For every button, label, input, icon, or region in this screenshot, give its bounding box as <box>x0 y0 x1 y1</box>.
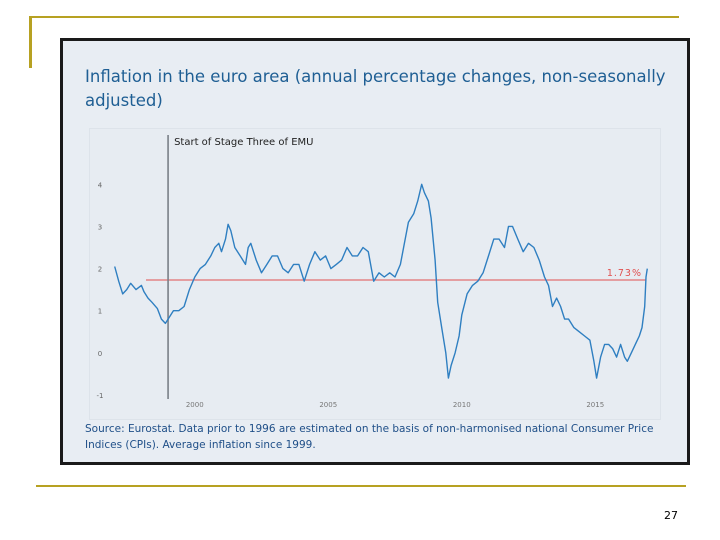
y-tick-label-3: 3 <box>98 223 102 231</box>
y-tick-label-1: 1 <box>98 308 102 316</box>
x-tick-label-2010: 2010 <box>453 401 471 409</box>
x-tick-label-2015: 2015 <box>586 401 604 409</box>
label-layer: -1 0 1 2 3 4 2000 2005 2010 2015 1.73% Start of Sta… <box>97 137 642 409</box>
series-layer <box>114 183 648 379</box>
y-tick-label-2: 2 <box>98 266 102 274</box>
emu-start-marker-label: Start of Stage Three of EMU <box>174 137 313 148</box>
slide-accent-top-line <box>29 16 679 18</box>
y-tick-label-4: 4 <box>98 181 103 189</box>
slide-accent-bottom-line <box>36 485 686 487</box>
x-tick-label-2005: 2005 <box>319 401 337 409</box>
x-tick-label-2000: 2000 <box>186 401 204 409</box>
chart-svg: -1 0 1 2 3 4 2000 2005 2010 2015 1.73% Start of Sta… <box>97 135 648 409</box>
y-tick-label--1: -1 <box>97 392 104 400</box>
slide-accent-vertical-line <box>29 16 32 68</box>
plot-area: -1 0 1 2 3 4 2000 2005 2010 2015 1.73% Start of Sta… <box>89 128 661 420</box>
series-line-0 <box>114 183 648 379</box>
chart-title: Inflation in the euro area (annual perce… <box>85 67 666 110</box>
page-number: 27 <box>664 509 678 522</box>
chart-image-frame: Inflation in the euro area (annual perce… <box>60 38 690 465</box>
y-tick-label-0: 0 <box>98 350 102 358</box>
chart-source-note: Source: Eurostat. Data prior to 1996 are… <box>85 423 654 451</box>
average-line-label: 1.73% <box>607 268 642 279</box>
